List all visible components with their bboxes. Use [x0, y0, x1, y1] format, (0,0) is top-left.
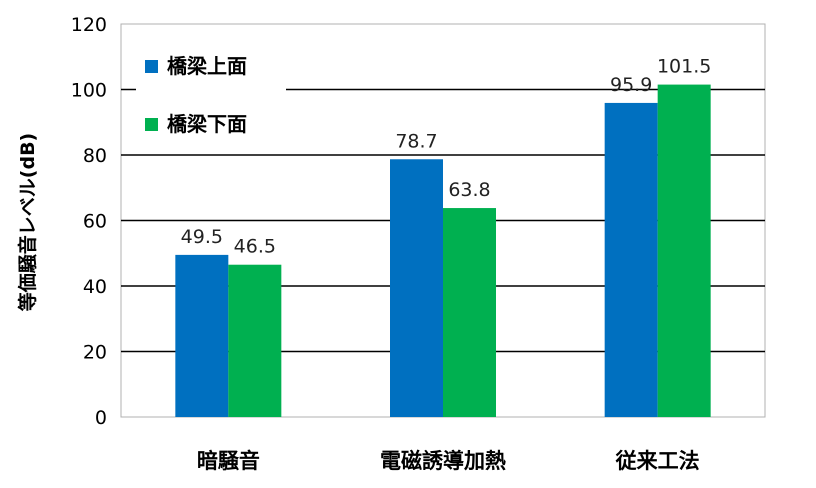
- y-axis-label: 等価騒音レベル(dB): [16, 133, 39, 312]
- y-tick-labels: 0 20 40 60 80 100 120: [71, 14, 107, 429]
- y-tick-label: 60: [83, 211, 107, 233]
- x-tick-label: 従来工法: [615, 449, 700, 473]
- bar: [175, 254, 229, 417]
- bar: [390, 159, 443, 417]
- y-tick-label: 100: [71, 80, 107, 102]
- legend-label: 橋梁下面: [167, 112, 247, 136]
- legend-swatch: [145, 60, 158, 73]
- bar: [657, 84, 711, 418]
- y-tick-label: 0: [95, 407, 107, 429]
- data-label: 46.5: [234, 236, 276, 258]
- legend-swatch: [145, 118, 158, 131]
- y-tick-label: 120: [71, 14, 107, 36]
- bar: [443, 208, 496, 417]
- y-tick-label: 20: [83, 342, 107, 364]
- y-tick-label: 40: [83, 276, 107, 298]
- legend-label: 橋梁上面: [167, 54, 247, 78]
- bar: [604, 102, 658, 418]
- x-tick-labels: 暗騒音 電磁誘導加熱 従来工法: [197, 449, 700, 473]
- data-label: 101.5: [657, 56, 711, 78]
- bars: [175, 84, 711, 418]
- legend-box: [136, 40, 286, 140]
- x-tick-label: 電磁誘導加熱: [380, 449, 506, 473]
- data-label: 49.5: [181, 226, 223, 248]
- data-label: 63.8: [448, 179, 490, 201]
- y-tick-label: 80: [83, 145, 107, 167]
- data-label: 78.7: [395, 130, 437, 152]
- bar: [228, 264, 282, 417]
- x-tick-label: 暗騒音: [197, 449, 260, 473]
- data-label: 95.9: [610, 74, 652, 96]
